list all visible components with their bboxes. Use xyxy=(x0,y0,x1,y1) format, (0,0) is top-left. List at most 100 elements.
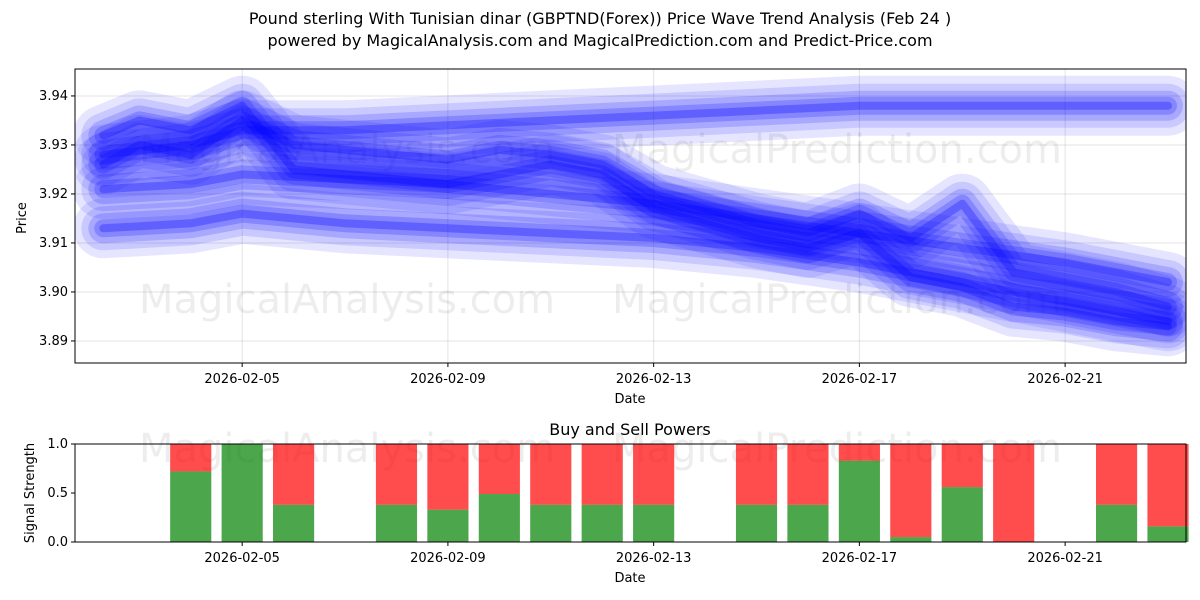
wave-band xyxy=(94,96,1177,336)
buy-bar xyxy=(478,493,520,542)
wave-band xyxy=(99,116,1172,311)
sell-bar xyxy=(530,444,572,505)
buy-bar xyxy=(1147,526,1189,542)
watermark-prediction: MagicalPrediction.com xyxy=(612,277,1062,323)
wave-band xyxy=(81,83,1186,177)
price-x-axis: 2026-02-05 2026-02-09 2026-02-13 2026-02-17… xyxy=(204,363,1103,387)
buy-bar xyxy=(633,504,675,542)
wave-band xyxy=(75,75,1186,185)
y-tick-label: 3.93 xyxy=(39,138,68,153)
watermark-prediction: MagicalPrediction.com xyxy=(612,426,1062,472)
x-tick-label: 2026-02-21 xyxy=(1027,551,1103,566)
buy-bar xyxy=(530,504,572,542)
sell-bar xyxy=(633,444,675,505)
y-tick-label: 1.0 xyxy=(47,437,68,452)
chart-subtitle: powered by MagicalAnalysis.com and Magic… xyxy=(267,31,933,50)
price-grid xyxy=(75,69,1186,363)
price-plot-frame xyxy=(74,68,1187,364)
sell-bar xyxy=(787,444,829,505)
price-y-axis: 3.89 3.90 3.91 3.92 3.93 3.94 xyxy=(39,89,75,349)
wave-band xyxy=(81,83,1186,349)
powers-y-axis-label: Signal Strength xyxy=(23,443,38,543)
sell-bar xyxy=(427,444,469,510)
y-tick-label: 3.89 xyxy=(39,334,68,349)
watermark-analysis: MagicalAnalysis.com xyxy=(139,127,555,173)
sell-bar xyxy=(1147,444,1189,527)
powers-y-axis: 0.0 0.5 1.0 xyxy=(47,437,75,550)
wave-band xyxy=(88,198,1183,337)
watermark-prediction: MagicalPrediction.com xyxy=(612,127,1062,173)
x-tick-label: 2026-02-17 xyxy=(822,551,898,566)
y-tick-label: 3.91 xyxy=(39,236,68,251)
wave-band xyxy=(94,204,1177,331)
y-tick-label: 3.90 xyxy=(39,285,68,300)
wave-band xyxy=(88,90,1183,170)
wave-band xyxy=(94,165,1177,292)
x-tick-label: 2026-02-17 xyxy=(822,372,898,387)
sell-bar xyxy=(273,444,315,505)
sell-bar xyxy=(478,444,520,494)
y-tick-label: 0.0 xyxy=(47,535,68,550)
wave-band xyxy=(75,90,1186,337)
powers-x-axis-label: Date xyxy=(614,571,645,586)
sell-bar xyxy=(941,444,983,488)
wave-band xyxy=(88,105,1183,322)
sell-bar xyxy=(890,444,932,538)
powers-title: Buy and Sell Powers xyxy=(549,420,711,439)
wave-series-wave-short-path xyxy=(75,90,1186,337)
buy-bar xyxy=(1095,504,1138,542)
wave-band xyxy=(81,152,1186,305)
sell-bar xyxy=(1095,444,1138,505)
y-tick-label: 3.92 xyxy=(39,187,68,202)
wave-band xyxy=(99,170,1172,287)
wave-band xyxy=(99,101,1172,331)
x-tick-label: 2026-02-21 xyxy=(1027,372,1103,387)
watermark-analysis: MagicalAnalysis.com xyxy=(139,277,555,323)
wave-series-wave-mid-trend xyxy=(75,144,1186,313)
wave-band xyxy=(75,144,1186,313)
price-watermarks: MagicalAnalysis.com MagicalPrediction.co… xyxy=(139,127,1062,323)
buy-bar xyxy=(787,504,829,542)
buy-bar xyxy=(170,471,212,542)
wave-band xyxy=(94,111,1177,316)
buy-bar xyxy=(890,537,932,542)
buy-bar xyxy=(838,460,880,542)
x-tick-label: 2026-02-09 xyxy=(410,372,486,387)
buy-bar xyxy=(735,504,778,542)
wave-band xyxy=(99,209,1172,326)
wave-series-wave-upper-trend xyxy=(75,75,1186,185)
wave-band xyxy=(75,75,1186,357)
sell-bar xyxy=(170,444,212,472)
sell-bar xyxy=(993,444,1035,542)
sell-bar xyxy=(581,444,623,505)
wave-band xyxy=(94,96,1177,164)
price-wave-bands xyxy=(75,75,1186,357)
wave-band xyxy=(75,183,1186,352)
x-tick-label: 2026-02-09 xyxy=(410,551,486,566)
x-tick-label: 2026-02-13 xyxy=(616,372,692,387)
wave-series-wave-price-path xyxy=(75,75,1186,357)
y-tick-label: 3.94 xyxy=(39,89,68,104)
wave-series-wave-lower-trend xyxy=(75,183,1186,352)
powers-x-axis: 2026-02-05 2026-02-09 2026-02-13 2026-02-17… xyxy=(204,542,1103,566)
y-tick-label: 0.5 xyxy=(47,486,68,501)
sell-bar xyxy=(838,444,880,461)
wave-band xyxy=(99,101,1172,159)
buy-bar xyxy=(375,504,418,542)
buy-bar xyxy=(273,504,315,542)
wave-band xyxy=(81,191,1186,344)
x-tick-label: 2026-02-05 xyxy=(204,551,280,566)
sell-bar xyxy=(735,444,778,505)
wave-band xyxy=(88,90,1183,342)
wave-band xyxy=(81,98,1186,329)
price-y-axis-label: Price xyxy=(15,202,30,234)
x-tick-label: 2026-02-05 xyxy=(204,372,280,387)
x-tick-label: 2026-02-13 xyxy=(616,551,692,566)
buy-bar xyxy=(581,504,623,542)
price-x-axis-label: Date xyxy=(614,392,645,407)
chart-title: Pound sterling With Tunisian dinar (GBPT… xyxy=(248,9,952,28)
buy-bar xyxy=(221,444,263,542)
buy-bar xyxy=(427,509,469,542)
